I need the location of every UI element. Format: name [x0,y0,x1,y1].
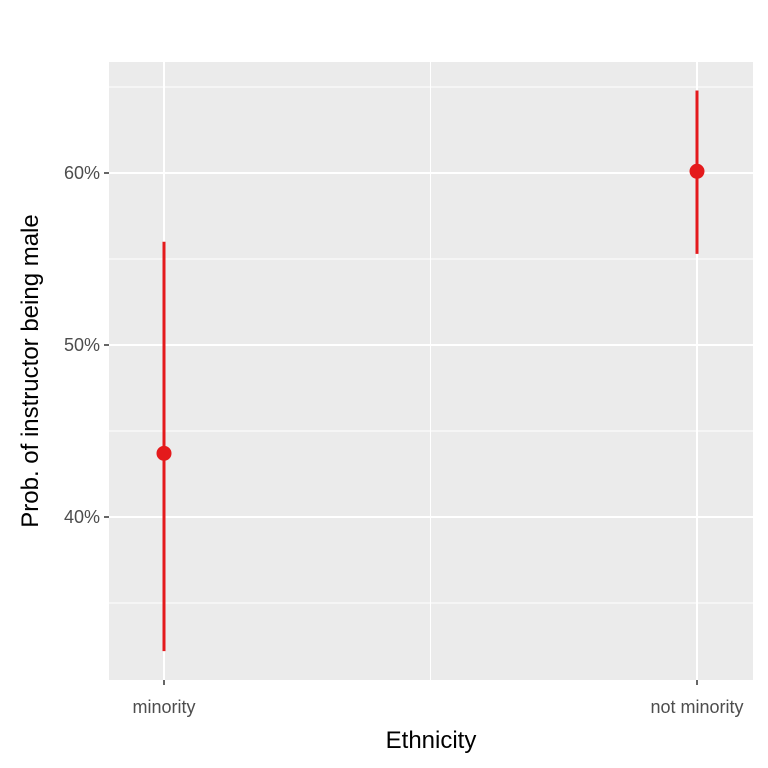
x-tick-label: minority [132,697,195,717]
y-tick-label: 50% [64,335,100,355]
x-axis: minority not minority [132,680,744,717]
minor-grid [109,62,753,680]
x-tick-label: not minority [650,697,743,717]
y-axis: 40% 50% 60% [64,163,109,527]
data-point [156,445,172,461]
data-point [689,163,705,179]
data-marks [156,90,705,652]
y-tick-label: 60% [64,163,100,183]
x-axis-title: Ethnicity [386,727,477,754]
y-tick-label: 40% [64,507,100,527]
y-axis-title: Prob. of instructor being male [17,214,44,528]
